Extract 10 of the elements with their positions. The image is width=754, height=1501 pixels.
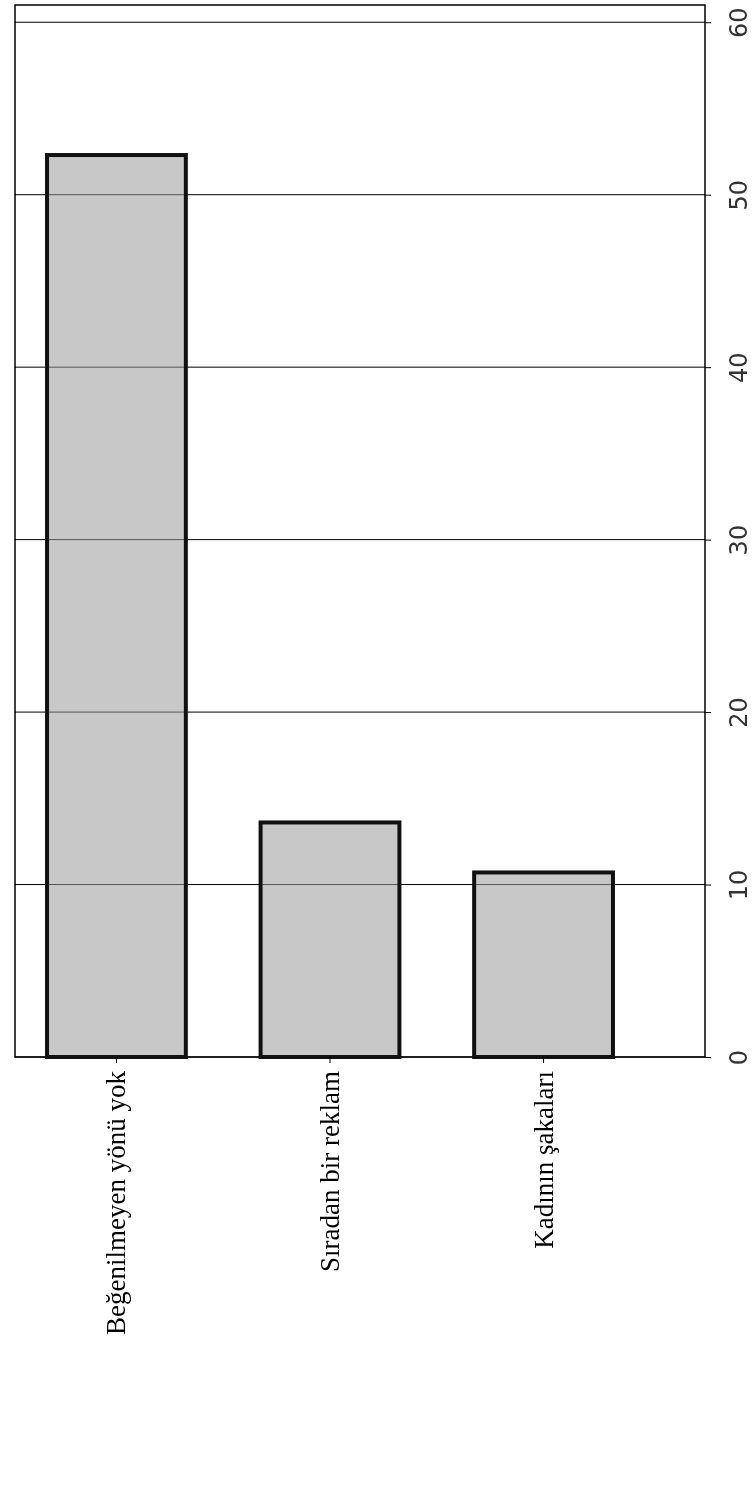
x-tick-label: Kadının şakaları [528, 1071, 559, 1249]
y-tick-label: 30 [725, 524, 753, 556]
y-tick-label: 20 [725, 697, 753, 728]
y-tick-label: 0 [725, 1049, 753, 1066]
x-tick-label: Sıradan bir reklam [315, 1071, 345, 1272]
y-tick-label: 60 [725, 7, 753, 39]
y-tick-label: 10 [725, 869, 753, 901]
x-tick-label: Beğenilmeyen yönü yok [101, 1070, 132, 1335]
y-tick-label: 40 [725, 352, 753, 383]
y-tick-label: 50 [725, 179, 753, 211]
